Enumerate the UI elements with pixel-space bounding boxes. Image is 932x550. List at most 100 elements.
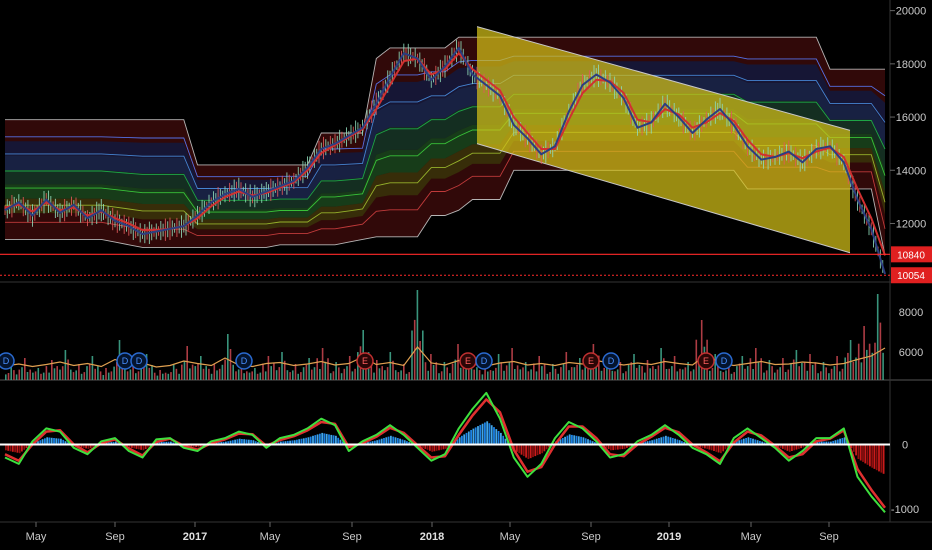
price-ma-fast xyxy=(4,52,886,256)
volume-bar xyxy=(690,371,692,380)
volume-bar xyxy=(443,362,446,380)
osc-histogram-bar xyxy=(257,442,259,445)
volume-bar xyxy=(172,364,175,380)
osc-histogram-bar xyxy=(488,423,491,445)
volume-bar xyxy=(641,366,643,380)
volume-bar xyxy=(698,360,700,380)
osc-histogram-bar xyxy=(321,432,324,445)
osc-histogram-bar xyxy=(738,440,741,445)
x-tick-label: May xyxy=(741,531,762,543)
osc-histogram-bar xyxy=(392,436,395,445)
osc-histogram-bar xyxy=(307,437,310,445)
volume-bar xyxy=(78,364,80,380)
volume-bar xyxy=(633,354,635,380)
osc-histogram-bar xyxy=(676,439,679,445)
osc-histogram-bar xyxy=(564,436,566,445)
osc-histogram-bar xyxy=(465,432,468,445)
volume-bar xyxy=(459,367,462,380)
volume-bar xyxy=(484,366,486,380)
osc-histogram-bar xyxy=(319,433,321,445)
osc-histogram-bar xyxy=(797,444,800,449)
osc-histogram-bar xyxy=(667,436,670,445)
osc-histogram-bar xyxy=(649,440,651,445)
osc-histogram-bar xyxy=(786,444,789,451)
osc-histogram-bar xyxy=(293,440,296,445)
volume-bar xyxy=(833,366,836,380)
volume-bar xyxy=(619,362,622,380)
osc-histogram-bar xyxy=(367,442,369,445)
osc-histogram-bar xyxy=(458,437,461,445)
osc-histogram-bar xyxy=(878,444,880,472)
volume-y-tick-label: 6000 xyxy=(899,347,923,359)
osc-histogram-bar xyxy=(14,444,16,453)
volume-bar xyxy=(53,368,56,380)
volume-bar xyxy=(61,366,64,380)
volume-bar xyxy=(305,364,308,380)
osc-histogram-bar xyxy=(720,444,722,454)
osc-histogram-bar xyxy=(371,441,374,445)
osc-histogram-bar xyxy=(39,440,42,445)
volume-bar xyxy=(221,364,224,380)
volume-bar xyxy=(600,370,603,380)
osc-histogram-bar xyxy=(284,441,287,445)
event-marker-label: D xyxy=(122,356,129,366)
osc-histogram-bar xyxy=(502,435,505,445)
osc-histogram-bar xyxy=(490,425,493,445)
osc-histogram-bar xyxy=(445,444,447,449)
osc-histogram-bar xyxy=(658,438,660,445)
volume-bar xyxy=(522,367,524,380)
osc-histogram-bar xyxy=(280,441,282,445)
osc-histogram-bar xyxy=(699,444,702,448)
volume-bar xyxy=(107,372,110,380)
volume-bar xyxy=(630,362,633,380)
volume-bar xyxy=(809,354,811,380)
volume-bar xyxy=(644,372,646,380)
volume-bar xyxy=(857,343,860,380)
event-marker-label: D xyxy=(608,356,615,366)
osc-histogram-bar xyxy=(777,444,780,447)
osc-histogram-bar xyxy=(513,444,516,451)
volume-bar xyxy=(736,366,738,380)
osc-histogram-bar xyxy=(254,441,257,445)
volume-bar xyxy=(440,371,443,380)
osc-histogram-bar xyxy=(800,444,802,449)
volume-bar xyxy=(449,373,451,380)
osc-histogram-bar xyxy=(435,444,438,451)
volume-bar xyxy=(275,370,278,380)
volume-bar xyxy=(354,368,356,380)
volume-bar xyxy=(67,359,69,380)
volume-bar xyxy=(270,366,272,380)
osc-histogram-bar xyxy=(89,444,92,448)
volume-bar xyxy=(830,368,833,380)
osc-histogram-bar xyxy=(18,444,21,454)
band-tier-fill xyxy=(5,125,885,230)
volume-bar xyxy=(598,355,600,380)
osc-histogram-bar xyxy=(128,444,131,448)
volume-bar xyxy=(145,354,148,380)
event-marker-label: D xyxy=(241,356,248,366)
volume-bar xyxy=(400,370,402,380)
volume-bar xyxy=(240,362,243,380)
volume-bar xyxy=(552,364,554,380)
osc-histogram-bar xyxy=(80,444,83,448)
osc-histogram-bar xyxy=(616,444,619,450)
volume-bar xyxy=(83,372,86,380)
osc-histogram-bar xyxy=(456,439,459,445)
osc-histogram-bar xyxy=(864,444,867,464)
osc-histogram-bar xyxy=(247,439,250,445)
osc-histogram-bar xyxy=(110,442,113,445)
volume-bar xyxy=(224,359,226,380)
price-level-label: 10840 xyxy=(897,250,925,261)
volume-bar xyxy=(768,360,771,380)
volume-bar xyxy=(5,374,7,380)
volume-bar xyxy=(760,358,762,380)
osc-histogram-bar xyxy=(671,438,674,445)
volume-bar xyxy=(749,358,752,380)
osc-histogram-bar xyxy=(323,433,326,445)
osc-histogram-bar xyxy=(875,444,878,471)
volume-bar xyxy=(649,368,651,380)
osc-histogram-bar xyxy=(163,441,165,445)
volume-bar xyxy=(24,358,26,380)
